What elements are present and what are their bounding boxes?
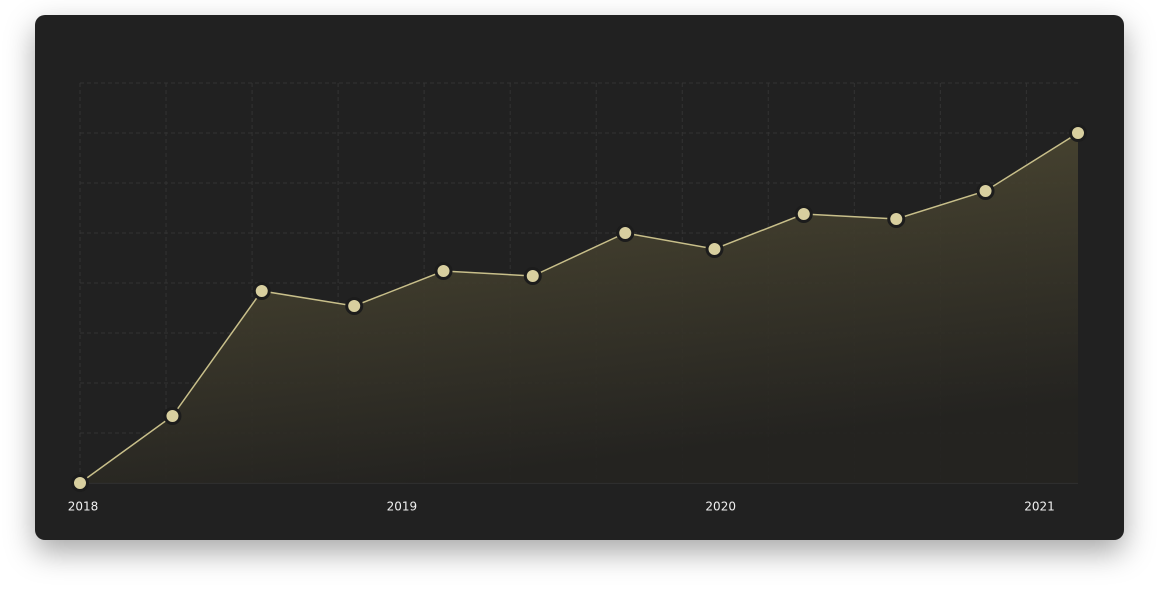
line (79, 132, 1079, 484)
point (71, 474, 89, 492)
point (434, 262, 453, 280)
x-tick-label: 2018 (68, 500, 99, 514)
x-tick-label: 2019 (387, 500, 418, 514)
point (523, 267, 542, 285)
area-fill (80, 133, 1078, 483)
point (345, 297, 364, 315)
point (794, 205, 813, 223)
point (705, 240, 724, 258)
point (163, 407, 182, 425)
x-tick-label: 2020 (705, 500, 736, 514)
point (976, 182, 995, 200)
point (887, 210, 906, 228)
x-tick-label: 2021 (1024, 500, 1055, 514)
point (616, 224, 635, 242)
point (1069, 124, 1087, 142)
point (252, 282, 271, 300)
